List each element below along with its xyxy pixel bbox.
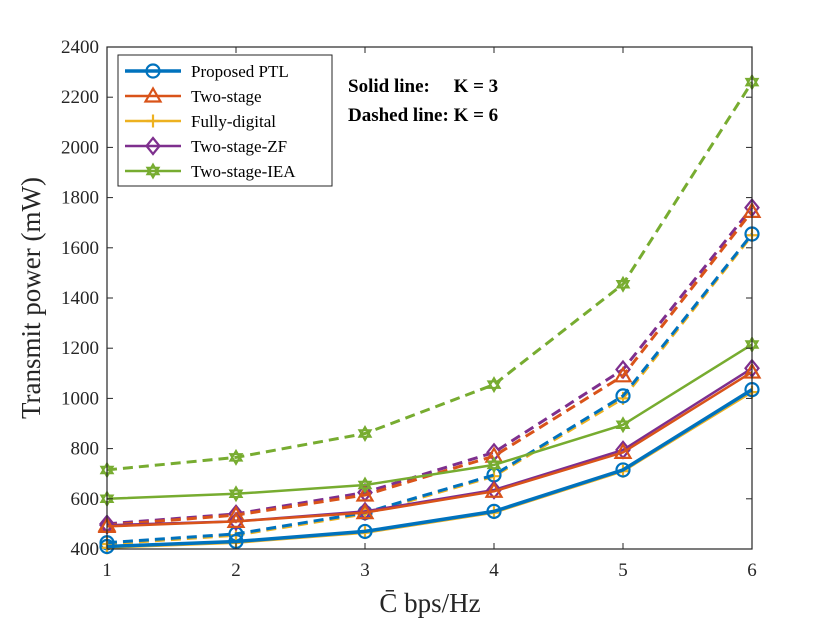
series-line-proposed-ptl-k6 [106,233,754,545]
data-point-two-stage-zf-k3 [486,480,502,500]
data-point-two-stage-iea-k6-down [615,279,631,293]
data-point-two-stage-iea-k6-up [486,376,502,389]
x-tick-label: 5 [618,560,628,581]
data-point-two-stage-iea-k3-down [615,420,631,434]
data-point-two-stage-iea-k6 [357,425,373,443]
y-tick-label: 2000 [61,137,99,158]
legend-marker-two-stage-iea-down [145,166,161,180]
data-point-two-stage-zf-k3 [357,501,373,522]
data-point-proposed-ptl-k3 [486,503,502,519]
data-point-two-stage-k3 [226,511,246,528]
data-point-two-stage-iea-k3 [357,476,373,494]
data-point-two-stage-iea-k3-down [228,489,244,503]
y-tick-label: 1400 [61,288,99,309]
data-point-proposed-ptl-k3 [615,462,631,478]
legend-marker-two-stage [143,86,163,103]
legend: Proposed PTL Two-stage Fully-digital Two-st… [117,54,333,187]
legend-label-two-stage: Two-stage [191,87,262,106]
legend-label-two-stage-zf: Two-stage-ZF [191,137,287,156]
series-line-two-stage-zf-k6 [106,206,754,526]
data-point-two-stage-iea-k3-down [357,480,373,494]
data-point-two-stage-iea-k3-down [486,460,502,474]
y-axis-title: Transmit power (mW) [16,177,46,419]
data-point-two-stage-iea-k6-down [486,380,502,394]
y-tick-label: 2400 [61,37,99,58]
data-point-two-stage-iea-k3-up [228,485,244,499]
data-point-two-stage-iea-k3-up [615,416,631,429]
x-tick-label: 1 [102,560,112,581]
data-point-two-stage-iea-k6-up [228,448,244,462]
legend-label-fully-digital: Fully-digital [191,112,276,131]
note-solid-line: Solid line: K = 3 [348,76,498,97]
data-point-two-stage-iea-k3 [228,485,244,503]
x-axis-title: C̄ bps/Hz [379,588,480,618]
data-point-two-stage-iea-k6-up [615,275,631,289]
y-tick-label: 1000 [61,388,99,409]
data-point-two-stage-iea-k6-down [357,429,373,443]
data-point-two-stage-iea-k6-up [357,425,373,438]
data-point-two-stage-iea-k3 [486,456,502,474]
legend-marker-proposed-ptl [145,63,161,79]
y-tick-label: 1800 [61,188,99,209]
data-point-two-stage-iea-k3-up [486,456,502,470]
y-tick-label: 600 [71,489,100,510]
y-tick-label: 2200 [61,87,99,108]
y-tick-label: 1600 [61,238,99,259]
legend-label-proposed-ptl: Proposed PTL [191,62,289,81]
data-point-two-stage-iea-k6 [228,448,244,466]
y-tick-label: 800 [71,439,100,460]
data-point-proposed-ptl-k3 [357,523,373,540]
x-tick-label: 4 [489,560,499,581]
data-point-two-stage-iea-k6-down [228,453,244,466]
y-tick-label: 1200 [61,338,99,359]
data-point-two-stage-iea-k6 [486,376,502,394]
data-point-two-stage-k3 [355,502,375,520]
data-point-two-stage-iea-k3-up [357,476,373,490]
legend-marker-two-stage-zf [145,136,161,156]
data-point-two-stage-zf-k3 [228,511,244,532]
legend-label-two-stage-iea: Two-stage-IEA [191,162,296,181]
data-point-two-stage-iea-k6 [615,275,631,293]
x-tick-label: 3 [360,560,370,581]
series-line-two-stage-iea-k3 [106,343,753,501]
x-tick-label: 6 [747,560,757,581]
legend-marker-two-stage-iea-up [145,162,161,176]
series-line-proposed-ptl-k3 [106,388,753,549]
y-tick-label: 400 [71,539,100,560]
data-point-two-stage-k3 [484,481,504,498]
data-point-two-stage-k6 [355,485,375,502]
data-point-proposed-ptl-k6 [615,388,631,404]
data-point-two-stage-k6 [613,366,633,383]
data-point-two-stage-k3 [613,442,633,459]
series-line-two-stage-k3 [106,370,753,528]
x-tick-label: 2 [231,560,241,581]
series-line-two-stage-iea-k6 [106,81,754,472]
data-point-two-stage-iea-k3 [615,416,631,434]
note-dashed-line: Dashed line: K = 6 [348,105,498,126]
legend-marker-fully-digital [146,114,160,128]
legend-marker-two-stage-iea [145,162,161,180]
